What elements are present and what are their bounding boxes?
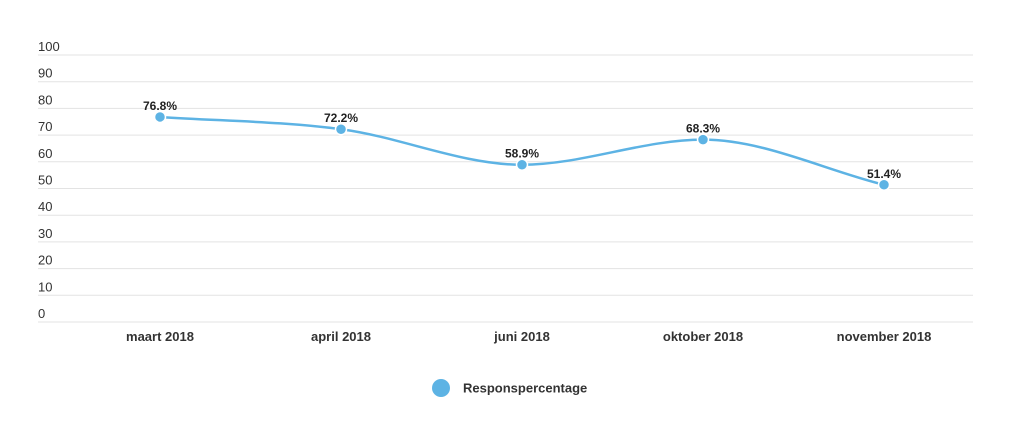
x-tick-label: juni 2018 [493, 329, 550, 344]
data-label: 76.8% [143, 99, 177, 113]
data-point[interactable] [334, 122, 348, 136]
y-tick-label: 90 [38, 66, 52, 81]
x-tick-label: november 2018 [837, 329, 932, 344]
legend-label[interactable]: Responspercentage [463, 381, 587, 396]
y-tick-label: 100 [38, 39, 60, 54]
x-axis-ticks: maart 2018 april 2018 juni 2018 oktober 201… [126, 329, 931, 344]
data-label: 68.3% [686, 122, 720, 136]
data-labels: 76.8% 72.2% 58.9% 68.3% 51.4% [143, 99, 901, 181]
y-tick-label: 70 [38, 119, 52, 134]
x-tick-label: maart 2018 [126, 329, 194, 344]
y-axis-ticks: 0 10 20 30 40 50 60 70 80 90 100 [38, 39, 60, 321]
y-tick-label: 60 [38, 146, 52, 161]
x-tick-label: oktober 2018 [663, 329, 743, 344]
x-tick-label: april 2018 [311, 329, 371, 344]
y-tick-label: 20 [38, 253, 52, 268]
y-tick-label: 30 [38, 226, 52, 241]
data-points [153, 110, 891, 192]
data-point[interactable] [515, 158, 529, 171]
legend-swatch-icon[interactable] [432, 379, 450, 397]
data-label: 72.2% [324, 111, 358, 125]
data-point[interactable] [877, 178, 891, 192]
data-label: 58.9% [505, 147, 539, 161]
y-tick-label: 40 [38, 199, 52, 214]
legend[interactable]: Responspercentage [432, 379, 587, 397]
grid-lines [38, 54, 973, 323]
y-tick-label: 0 [38, 306, 45, 321]
y-tick-label: 80 [38, 92, 52, 107]
data-point[interactable] [153, 110, 167, 124]
data-point[interactable] [696, 133, 710, 146]
data-label: 51.4% [867, 167, 901, 181]
y-tick-label: 10 [38, 279, 52, 294]
y-tick-label: 50 [38, 173, 52, 188]
